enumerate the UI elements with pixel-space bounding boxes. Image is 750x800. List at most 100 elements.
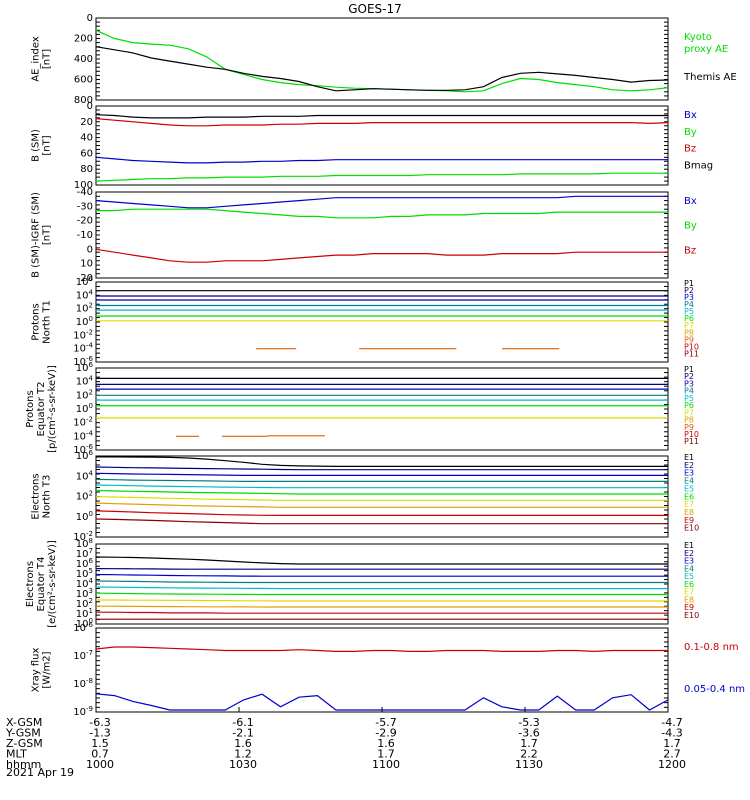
y-tick-label-bigrf: 0 [87, 244, 93, 255]
orbit-value: -6.1 [232, 716, 253, 729]
orbit-value: 1030 [229, 758, 257, 771]
orbit-value: -3.6 [518, 727, 539, 740]
series-line-enorth-e6 [95, 489, 668, 495]
orbit-value: -6.3 [89, 716, 110, 729]
y-tick-label-eequator: 107 [76, 547, 93, 560]
orbit-value: 1.7 [377, 748, 395, 761]
orbit-value: -5.3 [518, 716, 539, 729]
y-axis-label-pequator: Protons [25, 390, 36, 427]
legend-entry-pnorth: P10 [684, 342, 699, 351]
y-tick-label-eequator: 101 [76, 607, 93, 620]
y-tick-label-pequator: 10-6 [73, 443, 93, 456]
orbit-value: 1130 [515, 758, 543, 771]
legend-entry-eequator: E8 [684, 595, 694, 604]
y-tick-label-pequator: 100 [76, 402, 93, 415]
legend-entry-eequator: E4 [684, 564, 694, 573]
orbit-value: -1.3 [89, 727, 110, 740]
series-line-eequator-e1 [95, 556, 668, 565]
y-tick-label-eequator: 106 [76, 557, 94, 570]
y-axis-label-enorth: North T3 [42, 475, 53, 519]
y-tick-label-pnorth: 10-2 [73, 328, 93, 341]
y-axis-label-eequator: Electrons [25, 561, 36, 607]
y-tick-label-eequator: 104 [76, 577, 94, 590]
y-tick-label-pnorth: 104 [76, 288, 94, 301]
y-tick-label-bsm: 20 [80, 117, 93, 128]
y-tick-label-pnorth: 10-4 [73, 342, 93, 355]
orbit-value: 1.5 [91, 737, 109, 750]
legend-entry-pequator: P1 [684, 365, 694, 374]
orbit-value: 1.2 [234, 748, 252, 761]
series-line-eequator-e8 [96, 605, 668, 608]
series-line-eequator-e7 [96, 599, 668, 602]
legend-entry-pequator: P2 [684, 372, 694, 381]
legend-entry-bsm: Bx [684, 110, 697, 121]
series-line-bigrf-bz [95, 248, 668, 263]
orbit-row-label: Z-GSM [6, 737, 43, 750]
legend-entry-pnorth: P11 [684, 349, 699, 358]
y-tick-label-pequator: 10-4 [73, 429, 93, 442]
legend-entry-pnorth: P3 [684, 293, 694, 302]
y-tick-label-bsm: 100 [74, 180, 93, 191]
legend-entry-ae: Kyoto [684, 32, 712, 43]
legend-entry-enorth: E7 [684, 500, 694, 509]
series-line-bigrf-bx [95, 195, 668, 209]
legend-entry-enorth: E5 [684, 484, 694, 493]
y-tick-label-bigrf: -30 [77, 201, 93, 212]
y-tick-label-xray: 10-8 [73, 677, 93, 690]
y-axis-label-xray: Xray flux [31, 648, 42, 693]
legend-entry-pnorth: P4 [684, 300, 694, 309]
legend-entry-pequator: P10 [684, 430, 699, 439]
orbit-value: 1.6 [377, 737, 395, 750]
orbit-value: 1000 [86, 758, 114, 771]
y-tick-label-bigrf: -10 [77, 230, 93, 241]
y-tick-label-bigrf: 10 [80, 259, 93, 270]
legend-entry-bsm: By [684, 127, 697, 138]
series-line-bsm-by [95, 172, 668, 182]
y-tick-label-xray: 10-9 [73, 705, 93, 718]
legend-entry-ae: Themis AE [683, 72, 737, 83]
series-line-ae-kyoto-proxy-ae [95, 29, 669, 93]
y-axis-label-bsm: B (SM) [31, 129, 42, 162]
legend-entry-bigrf: Bz [684, 245, 696, 256]
legend-entry-enorth: E3 [684, 469, 694, 478]
y-tick-label-ae: 600 [74, 75, 93, 86]
legend-entry-bsm: Bz [684, 144, 696, 155]
y-tick-label-enorth: 100 [76, 510, 93, 523]
legend-entry-enorth: E10 [684, 524, 699, 533]
legend-entry-enorth: E8 [684, 508, 694, 517]
panel-frame-eequator [95, 543, 669, 625]
y-tick-label-eequator: 105 [76, 567, 93, 580]
y-tick-label-eequator: 102 [76, 597, 93, 610]
series-line-enorth-e2 [95, 466, 668, 471]
orbit-value: 1.6 [234, 737, 252, 750]
legend-entry-ae: proxy AE [684, 44, 728, 55]
legend-entry-bigrf: Bx [684, 196, 697, 207]
series-line-bsm-bmag [95, 114, 668, 119]
y-tick-label-enorth: 104 [76, 469, 94, 482]
legend-entry-pnorth: P7 [684, 321, 694, 330]
orbit-value: 2.7 [663, 748, 681, 761]
y-tick-label-bsm: 40 [80, 133, 93, 144]
legend-entry-enorth: E4 [684, 477, 694, 486]
orbit-value: 1100 [372, 758, 400, 771]
series-line-eequator-e2 [95, 567, 668, 570]
orbit-value: 0.7 [91, 748, 109, 761]
series-line-eequator-e5 [95, 586, 668, 590]
y-tick-label-enorth: 10-2 [73, 530, 93, 543]
y-tick-label-pnorth: 102 [76, 302, 93, 315]
legend-entry-eequator: E2 [684, 549, 694, 558]
orbit-value: 1.7 [520, 737, 538, 750]
orbit-value: -2.9 [375, 727, 396, 740]
y-tick-label-pequator: 10-2 [73, 416, 93, 429]
y-axis-label-xray: [W/m2] [42, 651, 53, 688]
series-line-enorth-e4 [95, 478, 668, 482]
series-line-xray-0-1-0-8-nm [95, 646, 668, 653]
legend-entry-pequator: P8 [684, 416, 694, 425]
y-tick-label-xray: 10-6 [73, 621, 93, 634]
legend-entry-bigrf: By [684, 221, 697, 232]
orbit-value: 1200 [658, 758, 686, 771]
series-line-enorth-e3 [95, 472, 668, 476]
legend-entry-eequator: E1 [684, 541, 694, 550]
orbit-value: -4.3 [661, 727, 682, 740]
y-tick-label-eequator: 103 [76, 587, 93, 600]
